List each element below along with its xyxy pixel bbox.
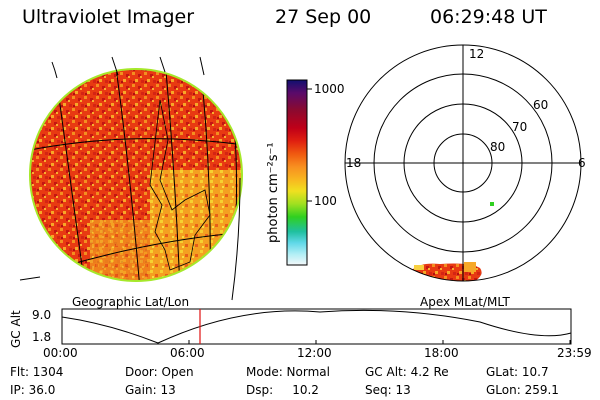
altitude-ytick-low: 1.8: [32, 330, 52, 344]
info-mode: Mode: Normal: [246, 365, 330, 379]
info-gain: Gain: 13: [125, 383, 176, 397]
altitude-xtick-0000: 00:00: [43, 346, 78, 360]
polar-plot: [344, 44, 582, 282]
altitude-plot: [61, 308, 572, 345]
mlt-label-18: 18: [346, 156, 362, 170]
info-dsp: Dsp: 10.2: [246, 383, 319, 397]
mlt-label-6: 6: [578, 156, 586, 170]
colorbar-tick-100: 100: [314, 194, 337, 208]
altitude-xtick-2359: 23:59: [557, 346, 592, 360]
colorbar-tick-1000: 1000: [314, 82, 345, 96]
altitude-xtick-1200: 12:00: [297, 346, 332, 360]
altitude-xtick-0600: 06:00: [170, 346, 205, 360]
earth-uv-image: [19, 56, 243, 301]
coastline: [149, 99, 211, 271]
info-flight: Flt: 1304: [10, 365, 64, 379]
lat-label-60: 60: [533, 98, 549, 112]
colorbar-unit-label: photon cm⁻²s⁻¹: [266, 142, 281, 243]
altitude-ytick-high: 9.0: [32, 308, 52, 322]
earth-limb: [29, 68, 243, 282]
polar-plot-caption: Apex MLat/MLT: [420, 295, 510, 309]
polar-grid: [344, 44, 582, 282]
page-title: Ultraviolet Imager: [22, 6, 195, 28]
mlt-label-12: 12: [469, 47, 485, 61]
info-glat: GLat: 10.7: [486, 365, 549, 379]
info-ip: IP: 36.0: [10, 383, 56, 397]
colorbar: [286, 79, 312, 266]
altitude-curve: [61, 309, 572, 344]
altitude-xtick-1800: 18:00: [424, 346, 459, 360]
lat-label-70: 70: [512, 120, 528, 134]
info-door: Door: Open: [125, 365, 194, 379]
info-seq: Seq: 13: [365, 383, 411, 397]
observation-time: 06:29:48 UT: [430, 6, 547, 28]
lat-label-80: 80: [490, 140, 506, 154]
info-glon: GLon: 259.1: [486, 383, 559, 397]
earth-image-caption: Geographic Lat/Lon: [72, 295, 190, 309]
info-gc-alt: GC Alt: 4.2 Re: [365, 365, 449, 379]
altitude-ylabel: GC Alt: [9, 310, 23, 348]
observation-date: 27 Sep 00: [275, 6, 372, 28]
